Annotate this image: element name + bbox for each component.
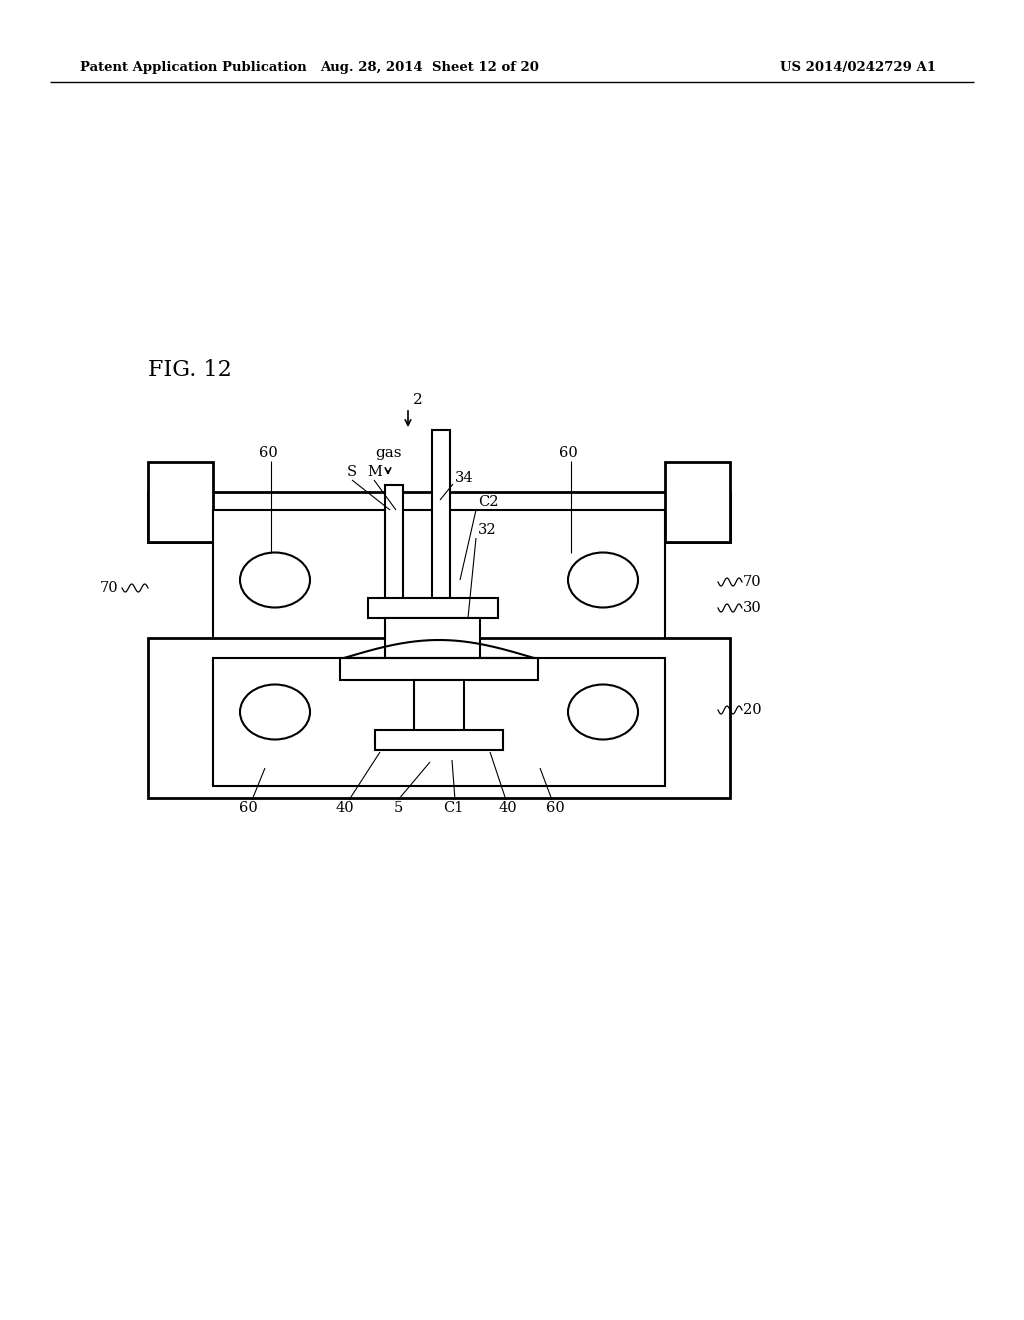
Text: 40: 40 bbox=[499, 801, 517, 814]
Text: Patent Application Publication: Patent Application Publication bbox=[80, 62, 307, 74]
Text: Aug. 28, 2014  Sheet 12 of 20: Aug. 28, 2014 Sheet 12 of 20 bbox=[321, 62, 540, 74]
Bar bbox=[385, 484, 403, 605]
Text: 20: 20 bbox=[743, 704, 762, 717]
Text: 70: 70 bbox=[743, 576, 762, 589]
Text: 60: 60 bbox=[559, 446, 578, 459]
Text: 2: 2 bbox=[413, 393, 423, 407]
Text: 70: 70 bbox=[99, 581, 118, 595]
Text: 60: 60 bbox=[239, 801, 257, 814]
Bar bbox=[148, 462, 213, 543]
Ellipse shape bbox=[240, 685, 310, 739]
Text: 40: 40 bbox=[336, 801, 354, 814]
Bar bbox=[148, 638, 730, 799]
Bar bbox=[375, 730, 503, 750]
Text: gas: gas bbox=[375, 446, 401, 459]
Text: M: M bbox=[367, 465, 382, 479]
Bar bbox=[414, 680, 464, 733]
Bar bbox=[432, 430, 450, 605]
Text: 60: 60 bbox=[546, 801, 564, 814]
Text: US 2014/0242729 A1: US 2014/0242729 A1 bbox=[780, 62, 936, 74]
Bar bbox=[368, 598, 498, 618]
Bar bbox=[385, 618, 480, 673]
Bar bbox=[665, 462, 730, 543]
Text: FIG. 12: FIG. 12 bbox=[148, 359, 231, 381]
Bar bbox=[340, 657, 538, 680]
Ellipse shape bbox=[568, 685, 638, 739]
Bar bbox=[213, 510, 665, 645]
Bar bbox=[148, 492, 730, 543]
Text: 5: 5 bbox=[393, 801, 402, 814]
Text: C2: C2 bbox=[478, 495, 499, 510]
Ellipse shape bbox=[240, 553, 310, 607]
Text: C1: C1 bbox=[442, 801, 463, 814]
Text: 34: 34 bbox=[455, 471, 474, 484]
Ellipse shape bbox=[568, 553, 638, 607]
Text: 30: 30 bbox=[743, 601, 762, 615]
Text: 32: 32 bbox=[478, 523, 497, 537]
Bar bbox=[213, 657, 665, 785]
Text: S: S bbox=[347, 465, 357, 479]
Text: 60: 60 bbox=[259, 446, 278, 459]
